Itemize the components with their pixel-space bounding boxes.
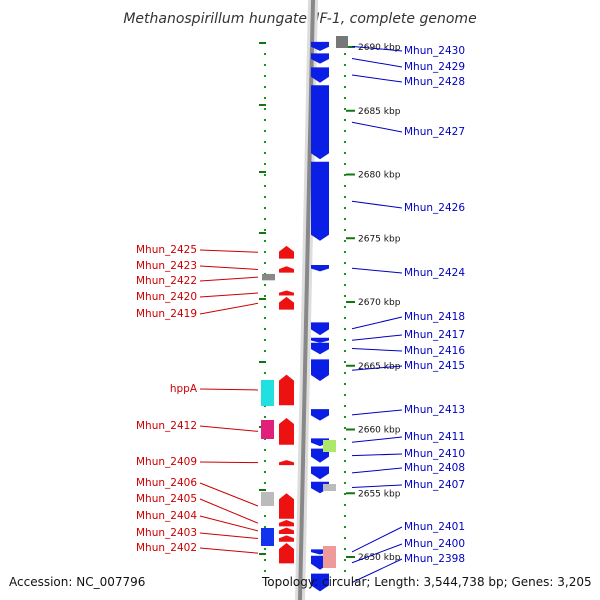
forward-gene-mhun_2398[interactable]: Mhun_2398: [311, 553, 465, 592]
reverse-gene-label: Mhun_2405: [136, 493, 197, 505]
gene-feature-box: [261, 492, 274, 506]
reverse-gene-mhun_2403[interactable]: Mhun_2403: [136, 527, 294, 542]
scale-tick-label: 2685 kbp: [358, 107, 401, 117]
forward-gene-label: Mhun_2417: [404, 329, 465, 341]
forward-gene-mhun_2413[interactable]: Mhun_2413: [311, 404, 465, 421]
forward-gene-label: Mhun_2428: [404, 76, 465, 88]
forward-gene-mhun_2428[interactable]: Mhun_2428: [311, 67, 465, 88]
forward-gene-mhun_2418[interactable]: Mhun_2418: [311, 311, 465, 336]
reverse-gene-mhun_2405[interactable]: Mhun_2405: [136, 493, 294, 527]
forward-gene-mhun_2426[interactable]: Mhun_2426: [311, 161, 465, 241]
scale-tick: [346, 428, 355, 431]
forward-gene-mhun_2424[interactable]: Mhun_2424: [311, 265, 465, 279]
reverse-gene-mhun_2406[interactable]: Mhun_2406: [136, 477, 294, 519]
dotted-guides: [259, 42, 346, 572]
scale-tick: [346, 46, 355, 48]
scale-tick-label: 2655 kbp: [358, 489, 401, 499]
scale-tick: [346, 173, 355, 176]
forward-gene-mhun_2427[interactable]: Mhun_2427: [311, 85, 465, 160]
scale-tick-label: 2660 kbp: [358, 426, 401, 436]
scale-tick: [346, 301, 355, 303]
reverse-gene-hppa[interactable]: hppA: [170, 374, 294, 406]
reverse-gene-label: Mhun_2404: [136, 510, 197, 522]
forward-gene-label: Mhun_2429: [404, 61, 465, 73]
gene-feature-box: [323, 440, 336, 452]
scale-tick-label: 2675 kbp: [358, 234, 401, 244]
reverse-gene-label: Mhun_2412: [136, 420, 197, 432]
reverse-gene-mhun_2402[interactable]: Mhun_2402: [136, 542, 294, 564]
scale-tick: [346, 556, 355, 558]
forward-gene-label: Mhun_2416: [404, 345, 465, 357]
reverse-gene-label: Mhun_2423: [136, 260, 197, 272]
reverse-gene-mhun_2425[interactable]: Mhun_2425: [136, 244, 294, 259]
forward-gene-label: Mhun_2398: [404, 553, 465, 565]
gene-feature-box: [336, 36, 348, 48]
forward-gene-label: Mhun_2426: [404, 202, 465, 214]
scale-tick-label: 2670 kbp: [358, 298, 401, 308]
reverse-gene-label: Mhun_2419: [136, 308, 197, 320]
reverse-gene-label: Mhun_2422: [136, 275, 197, 287]
reverse-gene-label: Mhun_2425: [136, 244, 197, 256]
forward-gene-label: Mhun_2413: [404, 404, 465, 416]
forward-gene-label: Mhun_2408: [404, 462, 465, 474]
reverse-gene-label: Mhun_2409: [136, 456, 197, 468]
scale-tick: [346, 109, 355, 112]
reverse-gene-label: Mhun_2403: [136, 527, 197, 539]
forward-gene-label: Mhun_2418: [404, 311, 465, 323]
scale-ruler: 2690 kbp 2685 kbp 2680 kbp 2675 kbp 2670 kbp…: [346, 43, 401, 563]
gene-feature-box: [323, 546, 336, 568]
scale-tick-label: 2665 kbp: [358, 362, 401, 372]
reverse-gene-mhun_2423[interactable]: Mhun_2423: [136, 260, 294, 273]
forward-gene-label: Mhun_2427: [404, 126, 465, 138]
reverse-strand: Mhun_2425 Mhun_2423 Mhun_2422 Mhun_2420 Mhun…: [136, 36, 348, 568]
forward-gene-label: Mhun_2407: [404, 479, 465, 491]
accession-text: Accession: NC_007796: [9, 575, 146, 589]
scale-tick: [346, 492, 355, 495]
reverse-gene-mhun_2409[interactable]: Mhun_2409: [136, 456, 294, 468]
gene-feature-box: [323, 484, 336, 491]
gene-feature-box: [261, 528, 274, 546]
scale-tick: [346, 364, 355, 367]
forward-gene-label: Mhun_2430: [404, 45, 465, 57]
forward-gene-label: Mhun_2400: [404, 538, 465, 550]
scale-tick: [346, 237, 355, 240]
forward-gene-label: Mhun_2411: [404, 431, 465, 443]
reverse-gene-label: hppA: [170, 383, 198, 395]
scale-tick-label: 2690 kbp: [358, 43, 401, 53]
forward-gene-mhun_2430[interactable]: Mhun_2430: [311, 41, 465, 57]
gene-feature-box: [261, 420, 274, 439]
forward-gene-label: Mhun_2415: [404, 360, 465, 372]
scale-tick-label: 2650 kbp: [358, 553, 401, 563]
reverse-gene-mhun_2412[interactable]: Mhun_2412: [136, 418, 294, 445]
forward-gene-label: Mhun_2401: [404, 521, 465, 533]
reverse-gene-mhun_2422[interactable]: Mhun_2422: [136, 273, 275, 287]
scale-tick-label: 2680 kbp: [358, 171, 401, 181]
genome-summary-text: Topology: circular; Length: 3,544,738 bp…: [262, 575, 592, 589]
genome-title: Methanospirillum hungatei JF-1, complete…: [123, 11, 476, 27]
forward-gene-mhun_2400[interactable]: Mhun_2400: [311, 538, 465, 570]
forward-gene-mhun_2408[interactable]: Mhun_2408: [311, 462, 465, 480]
forward-gene-mhun_2429[interactable]: Mhun_2429: [311, 53, 465, 73]
forward-strand: Mhun_2430 Mhun_2429 Mhun_2428 Mhun_2427 Mhun…: [311, 41, 465, 592]
gene-feature-box: [261, 380, 274, 406]
reverse-gene-mhun_2404[interactable]: Mhun_2404: [136, 510, 294, 535]
forward-gene-mhun_2415[interactable]: Mhun_2415: [311, 359, 465, 382]
forward-gene-label: Mhun_2424: [404, 267, 465, 279]
reverse-gene-mhun_2420[interactable]: Mhun_2420: [136, 290, 294, 303]
reverse-gene-mhun_2419[interactable]: Mhun_2419: [136, 296, 294, 320]
reverse-gene-label: Mhun_2402: [136, 542, 197, 554]
forward-gene-mhun_2416[interactable]: Mhun_2416: [311, 342, 465, 357]
forward-gene-mhun_2410[interactable]: Mhun_2410: [311, 448, 465, 463]
reverse-gene-label: Mhun_2406: [136, 477, 197, 489]
forward-gene-mhun_2417[interactable]: Mhun_2417: [311, 329, 465, 343]
forward-gene-label: Mhun_2410: [404, 448, 465, 460]
reverse-gene-label: Mhun_2420: [136, 291, 197, 303]
